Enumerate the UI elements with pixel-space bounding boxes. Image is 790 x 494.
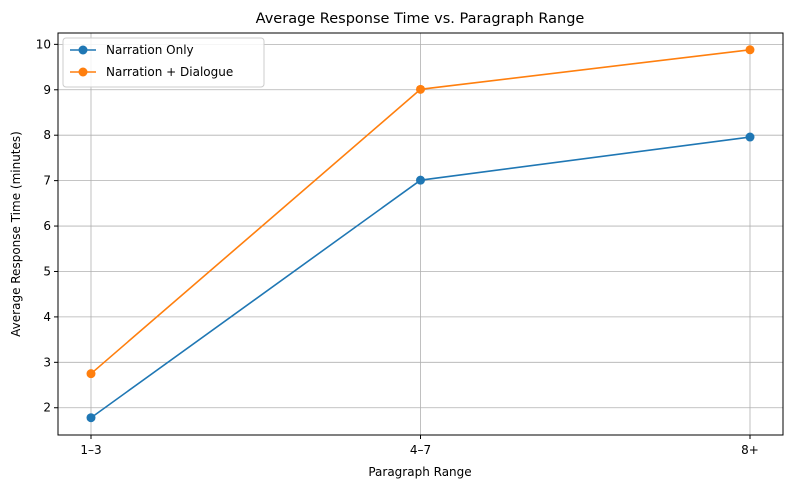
y-tick-label: 7 — [43, 174, 51, 188]
legend-label: Narration + Dialogue — [106, 65, 233, 79]
data-point — [745, 45, 755, 55]
data-point — [86, 369, 96, 379]
legend: Narration Only Narration + Dialogue — [62, 37, 265, 88]
y-tick-label: 3 — [43, 355, 51, 369]
axes: 2 3 4 5 6 7 8 9 10 1–3 4–7 8+ — [36, 37, 759, 457]
x-axis-label: Paragraph Range — [368, 465, 471, 479]
legend-entries: Narration Only Narration + Dialogue — [70, 43, 233, 79]
legend-marker — [78, 67, 88, 77]
data-point — [416, 84, 425, 94]
chart-title: Average Response Time vs. Paragraph Rang… — [256, 11, 585, 27]
y-tick-label: 6 — [43, 219, 51, 233]
legend-label: Narration Only — [106, 43, 194, 57]
y-tick-label: 4 — [43, 310, 51, 324]
x-tick-label: 8+ — [741, 443, 759, 457]
data-point — [416, 175, 425, 185]
series-layer — [86, 45, 755, 423]
legend-marker — [78, 45, 88, 55]
x-tick-label: 4–7 — [410, 443, 431, 457]
y-tick-label: 10 — [36, 37, 51, 51]
y-tick-label: 2 — [43, 401, 51, 415]
data-point — [745, 132, 755, 142]
y-tick-label: 9 — [43, 83, 51, 97]
legend-box — [62, 37, 265, 88]
y-tick-label: 5 — [43, 264, 51, 278]
y-axis-label: Average Response Time (minutes) — [9, 131, 23, 337]
y-tick-label: 8 — [43, 128, 51, 142]
data-point — [86, 413, 96, 423]
x-tick-label: 1–3 — [80, 443, 101, 457]
